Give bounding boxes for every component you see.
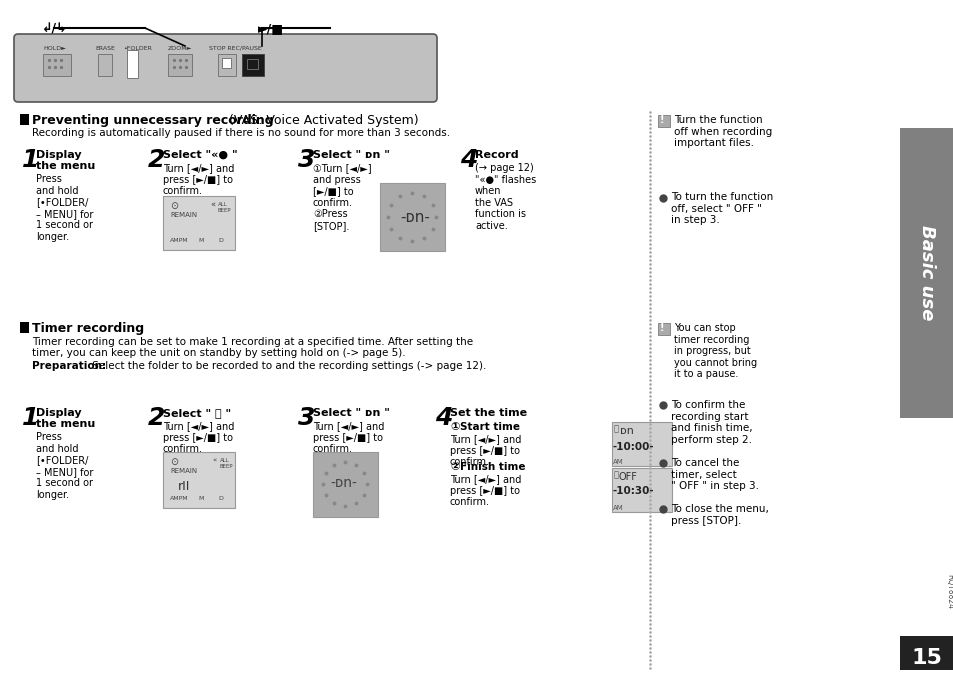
Text: ZOOM►: ZOOM► (168, 46, 192, 51)
Text: Finish time: Finish time (459, 462, 525, 472)
Text: M: M (198, 496, 203, 501)
Text: the menu: the menu (36, 419, 95, 429)
Text: 4: 4 (435, 406, 452, 430)
Bar (43, 54, 71, 76)
Text: 15: 15 (911, 648, 942, 668)
Text: To cancel the
timer, select
" OFF " in step 3.: To cancel the timer, select " OFF " in s… (670, 458, 759, 492)
Text: ►/■: ►/■ (257, 22, 284, 35)
Bar (313, 452, 377, 517)
Text: Press
and hold
[•FOLDER/
– MENU] for
1 second or
longer.: Press and hold [•FOLDER/ – MENU] for 1 s… (36, 174, 93, 242)
Text: Recording is automatically paused if there is no sound for more than 3 seconds.: Recording is automatically paused if the… (32, 128, 450, 138)
Text: ①Turn [◄/►]
and press
[►/■] to
confirm.
②Press
[STOP].: ①Turn [◄/►] and press [►/■] to confirm. … (313, 163, 372, 231)
Text: Turn [◄/►] and
press [►/■] to
confirm.: Turn [◄/►] and press [►/■] to confirm. (313, 421, 384, 454)
Text: AM: AM (613, 459, 623, 465)
Bar (247, 59, 257, 69)
Text: AMPM: AMPM (170, 238, 189, 243)
Text: ⧖: ⧖ (614, 470, 618, 479)
Bar (163, 452, 234, 508)
Text: Basic use: Basic use (917, 225, 935, 321)
Text: 2: 2 (148, 148, 165, 172)
Text: ②: ② (450, 462, 459, 472)
Text: ALL: ALL (220, 458, 230, 463)
Text: STOP REC/PAUSE: STOP REC/PAUSE (209, 46, 261, 51)
Text: Display: Display (36, 408, 82, 418)
Text: Set the time: Set the time (450, 408, 527, 418)
Text: Record: Record (475, 150, 518, 160)
Text: Select " ᴅn ": Select " ᴅn " (313, 150, 390, 160)
Text: 3: 3 (297, 148, 315, 172)
Text: !: ! (659, 115, 664, 125)
Bar (163, 196, 234, 250)
Text: ⊙: ⊙ (170, 457, 178, 467)
Bar (899, 636, 953, 670)
Text: ⧖: ⧖ (614, 424, 618, 433)
Text: Select " ⧖ ": Select " ⧖ " (163, 408, 231, 418)
Bar (242, 54, 264, 76)
Text: Turn [◄/►] and
press [►/■] to
confirm.: Turn [◄/►] and press [►/■] to confirm. (450, 474, 521, 507)
Text: BEEP: BEEP (218, 208, 232, 213)
Text: rΙΙ: rΙΙ (178, 480, 191, 493)
Text: -ᴅn-: -ᴅn- (330, 476, 356, 490)
Text: You can stop
timer recording
in progress, but
you cannot bring
it to a pause.: You can stop timer recording in progress… (673, 323, 757, 379)
Bar (98, 54, 112, 76)
Text: REMAIN: REMAIN (170, 468, 197, 474)
Text: Select "«● ": Select "«● " (163, 150, 237, 160)
Text: the menu: the menu (36, 161, 95, 171)
Text: timer, you can keep the unit on standby by setting hold on (-> page 5).: timer, you can keep the unit on standby … (32, 348, 405, 358)
Text: ALL: ALL (218, 202, 228, 207)
Text: OFF: OFF (618, 472, 638, 482)
Text: 2: 2 (148, 406, 165, 430)
Text: 1: 1 (22, 148, 39, 172)
Text: •FOLDER: •FOLDER (124, 46, 152, 51)
Text: Preparation:: Preparation: (32, 361, 106, 371)
Text: BEEP: BEEP (220, 464, 233, 469)
Bar (612, 422, 671, 466)
Text: Timer recording can be set to make 1 recording at a specified time. After settin: Timer recording can be set to make 1 rec… (32, 337, 473, 347)
Text: «: « (213, 457, 217, 463)
Bar (379, 183, 444, 251)
Text: -10:00-: -10:00- (613, 442, 654, 452)
Text: 4: 4 (459, 148, 476, 172)
Text: Preventing unnecessary recording: Preventing unnecessary recording (32, 114, 274, 127)
Bar (20, 322, 29, 333)
Bar (899, 128, 953, 418)
Text: To turn the function
off, select " OFF "
in step 3.: To turn the function off, select " OFF "… (670, 192, 773, 225)
Text: -ᴅn-: -ᴅn- (399, 210, 430, 225)
Text: Turn [◄/►] and
press [►/■] to
confirm.: Turn [◄/►] and press [►/■] to confirm. (163, 163, 234, 196)
Text: !: ! (659, 323, 664, 333)
Bar (658, 323, 669, 335)
Text: ①: ① (450, 422, 459, 432)
Text: ᴅn: ᴅn (619, 426, 633, 436)
Text: Timer recording: Timer recording (32, 322, 144, 335)
Text: ↲/↳: ↲/↳ (42, 22, 68, 35)
Text: Turn [◄/►] and
press [►/■] to
confirm.: Turn [◄/►] and press [►/■] to confirm. (163, 421, 234, 454)
Text: Turn the function
off when recording
important files.: Turn the function off when recording imp… (673, 115, 771, 148)
Text: (→ page 12)
"«●" flashes
when
the VAS
function is
active.: (→ page 12) "«●" flashes when the VAS fu… (475, 163, 536, 231)
Text: Turn [◄/►] and
press [►/■] to
confirm.: Turn [◄/►] and press [►/■] to confirm. (450, 434, 521, 467)
Text: Select the folder to be recorded to and the recording settings (-> page 12).: Select the folder to be recorded to and … (89, 361, 486, 371)
Text: To close the menu,
press [STOP].: To close the menu, press [STOP]. (670, 504, 768, 525)
Text: D: D (218, 238, 223, 243)
Text: Select " ᴅn ": Select " ᴅn " (313, 408, 390, 418)
Text: ⊙: ⊙ (170, 201, 178, 211)
Text: RQT8824: RQT8824 (944, 575, 953, 609)
Text: 3: 3 (297, 406, 315, 430)
Text: 1: 1 (22, 406, 39, 430)
Text: «: « (210, 201, 214, 210)
Text: (VAS: Voice Activated System): (VAS: Voice Activated System) (225, 114, 418, 127)
Bar (168, 54, 192, 76)
Bar (222, 58, 231, 68)
Text: D: D (218, 496, 223, 501)
Bar (658, 115, 669, 127)
FancyBboxPatch shape (14, 34, 436, 102)
Text: M: M (198, 238, 203, 243)
Text: To confirm the
recording start
and finish time,
perform step 2.: To confirm the recording start and finis… (670, 400, 752, 445)
Bar (20, 114, 29, 125)
Bar (127, 50, 138, 78)
Text: Display: Display (36, 150, 82, 160)
Text: ERASE: ERASE (95, 46, 114, 51)
Text: -10:30-: -10:30- (613, 486, 654, 496)
Bar (612, 468, 671, 512)
Text: HOLD►: HOLD► (44, 46, 67, 51)
Bar (218, 54, 235, 76)
